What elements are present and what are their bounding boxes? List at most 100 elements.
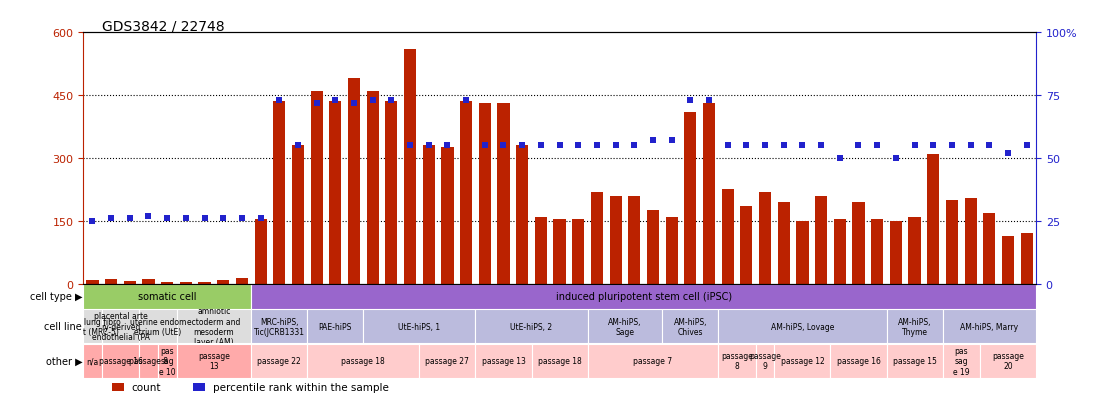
Text: passage 13: passage 13 — [482, 356, 525, 365]
Point — [233, 216, 250, 222]
Point — [869, 143, 886, 150]
Point — [607, 143, 625, 150]
Bar — [291, 146, 304, 284]
Point — [999, 150, 1017, 157]
Bar — [252, 285, 1036, 309]
Bar — [83, 344, 102, 377]
Bar — [964, 198, 976, 284]
Text: uterine endom
etrium (UtE): uterine endom etrium (UtE) — [130, 317, 186, 336]
Bar — [179, 282, 192, 284]
Point — [121, 216, 138, 222]
Point — [551, 143, 568, 150]
Point — [625, 143, 643, 150]
Text: MRC-hiPS,
Tic(JCRB1331: MRC-hiPS, Tic(JCRB1331 — [254, 317, 305, 336]
Text: passage
8: passage 8 — [721, 351, 753, 370]
Text: AM-hiPS, Lovage: AM-hiPS, Lovage — [771, 322, 834, 331]
Bar — [236, 279, 248, 284]
Bar — [909, 217, 921, 284]
Text: passage 18: passage 18 — [537, 356, 582, 365]
Bar — [310, 92, 322, 284]
Text: n/a: n/a — [86, 356, 99, 365]
Bar — [685, 113, 697, 284]
Bar — [591, 192, 603, 284]
Bar — [979, 344, 1036, 377]
Point — [924, 143, 942, 150]
Bar — [831, 344, 886, 377]
Point — [177, 216, 195, 222]
Text: passage 7: passage 7 — [634, 356, 673, 365]
Point — [363, 97, 381, 104]
Point — [420, 143, 438, 150]
Bar — [554, 219, 565, 284]
Text: AM-hiPS,
Chives: AM-hiPS, Chives — [674, 317, 707, 336]
Bar — [702, 104, 715, 284]
Point — [513, 143, 531, 150]
Bar — [363, 310, 475, 343]
Bar — [475, 310, 587, 343]
Point — [289, 143, 307, 150]
Bar — [852, 202, 864, 284]
Text: AM-hiPS, Marry: AM-hiPS, Marry — [961, 322, 1018, 331]
Text: passage 8: passage 8 — [129, 356, 168, 365]
Point — [214, 216, 232, 222]
Point — [532, 143, 550, 150]
Point — [308, 100, 326, 107]
Text: AM-hiPS,
Thyme: AM-hiPS, Thyme — [897, 317, 932, 336]
Text: UtE-hiPS, 1: UtE-hiPS, 1 — [399, 322, 441, 331]
Bar — [946, 200, 958, 284]
Point — [793, 143, 811, 150]
Text: somatic cell: somatic cell — [137, 292, 196, 301]
Point — [196, 216, 214, 222]
Point — [327, 97, 345, 104]
Text: other ▶: other ▶ — [45, 356, 82, 366]
Bar — [587, 344, 718, 377]
Point — [905, 143, 923, 150]
Point — [756, 143, 773, 150]
Text: percentile rank within the sample: percentile rank within the sample — [213, 382, 389, 392]
Text: cell type ▶: cell type ▶ — [30, 292, 82, 301]
Point — [962, 143, 979, 150]
Bar — [217, 280, 229, 284]
Bar — [105, 279, 117, 284]
Bar — [252, 310, 307, 343]
Point — [812, 143, 830, 150]
Text: passage 18: passage 18 — [341, 356, 386, 365]
Text: GDS3842 / 22748: GDS3842 / 22748 — [102, 19, 225, 33]
Text: count: count — [132, 382, 161, 392]
Point — [719, 143, 737, 150]
Point — [252, 216, 269, 222]
Bar — [535, 217, 547, 284]
Point — [494, 143, 512, 150]
Bar — [943, 310, 1036, 343]
Text: UtE-hiPS, 2: UtE-hiPS, 2 — [511, 322, 553, 331]
Point — [663, 138, 680, 144]
Point — [588, 143, 606, 150]
Point — [943, 143, 961, 150]
Text: PAE-hiPS: PAE-hiPS — [319, 322, 352, 331]
Point — [346, 100, 363, 107]
Point — [1018, 143, 1036, 150]
Point — [476, 143, 494, 150]
Bar — [927, 154, 940, 284]
Point — [850, 143, 868, 150]
Bar — [756, 344, 774, 377]
Bar — [718, 344, 756, 377]
Bar — [102, 344, 140, 377]
Text: placental arte
ry-derived
endothelial (PA: placental arte ry-derived endothelial (P… — [92, 311, 150, 341]
Bar — [516, 146, 529, 284]
Bar — [274, 102, 286, 284]
Point — [774, 143, 792, 150]
Text: passage 27: passage 27 — [425, 356, 470, 365]
Bar — [198, 282, 211, 284]
Bar — [871, 219, 883, 284]
Point — [401, 143, 419, 150]
Bar — [943, 344, 979, 377]
Bar — [83, 285, 252, 309]
Bar — [176, 310, 252, 343]
Bar — [718, 310, 886, 343]
Bar — [143, 279, 154, 284]
Point — [382, 97, 400, 104]
Text: passage 16: passage 16 — [837, 356, 881, 365]
Point — [158, 216, 176, 222]
Bar — [386, 102, 398, 284]
